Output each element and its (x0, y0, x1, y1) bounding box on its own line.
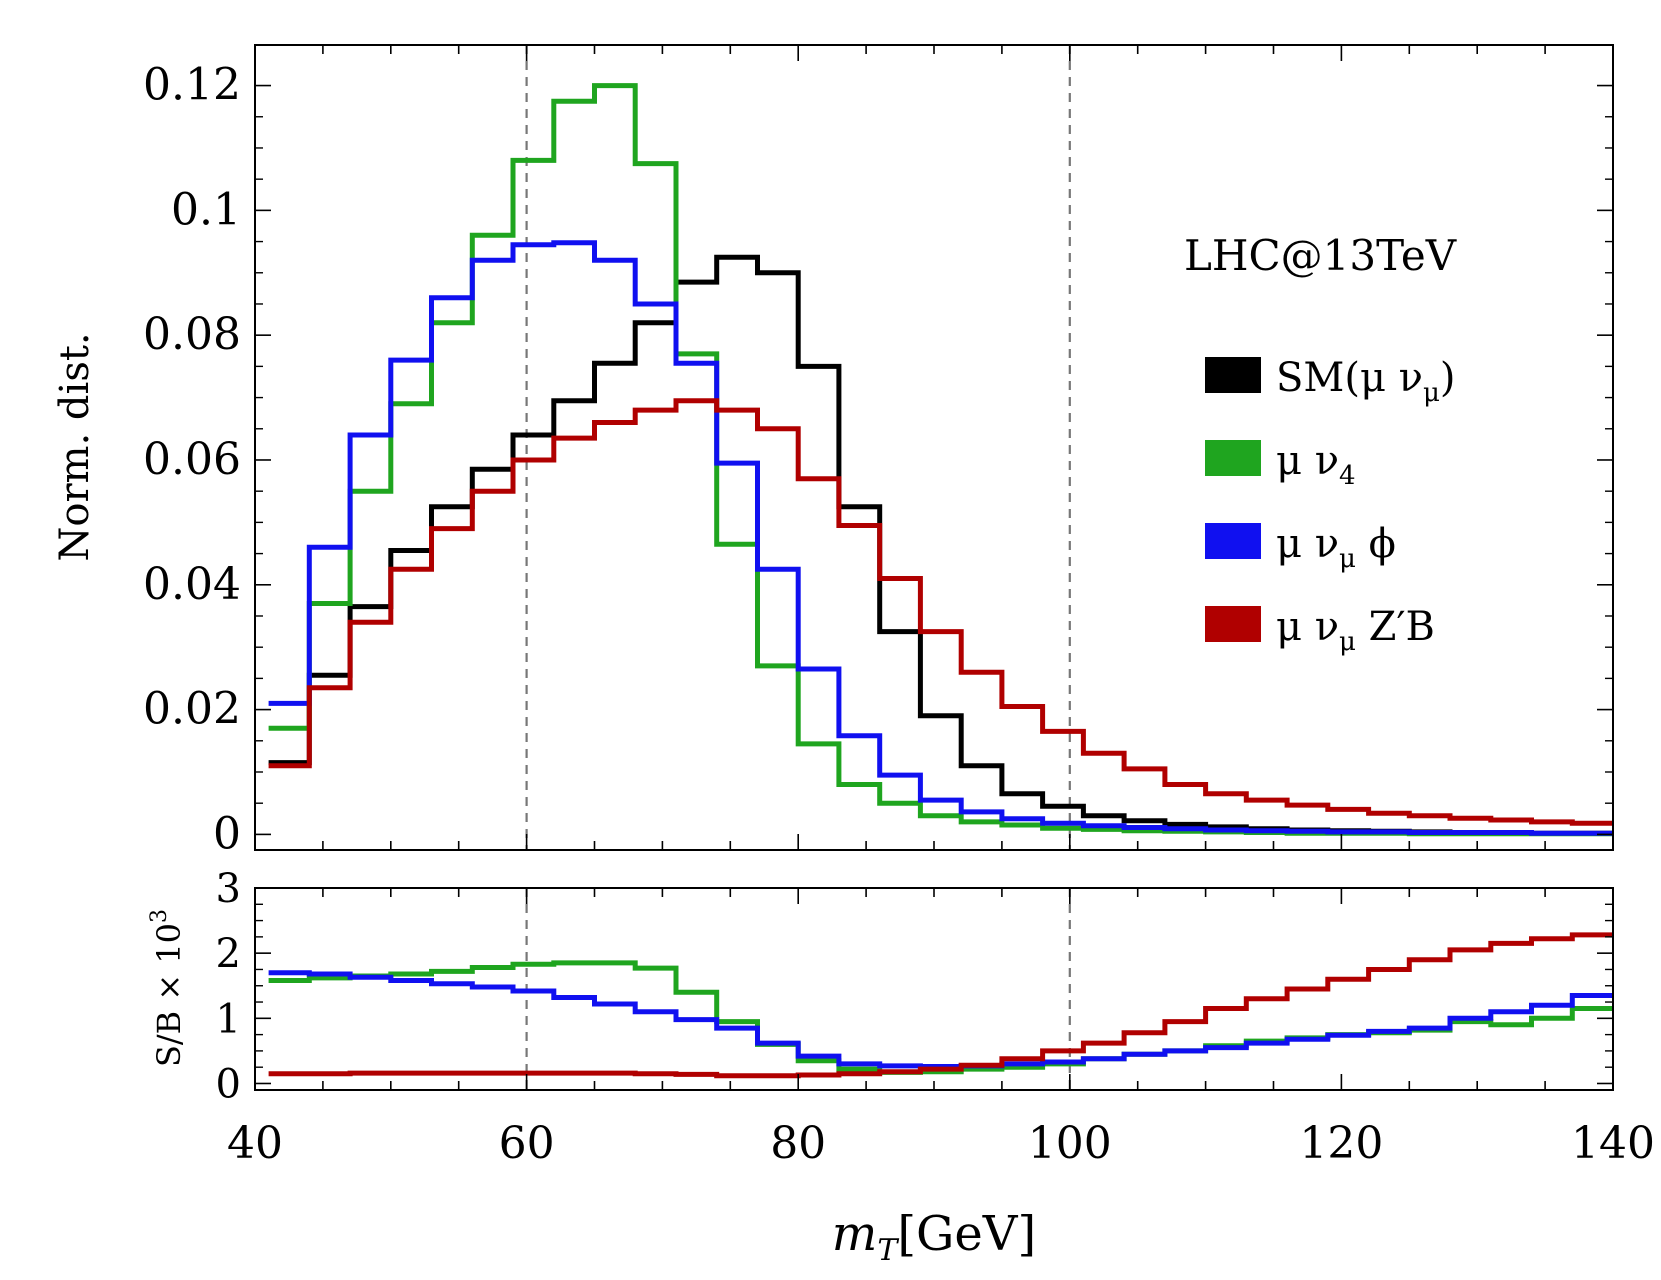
energy-annotation: LHC@13TeV (1184, 231, 1457, 280)
x-tick-labels: 40 60 80 100 120 140 (227, 1118, 1655, 1169)
legend: SM(μ νμ)μ ν4μ νμ ϕμ νμ Z′B (1205, 355, 1456, 657)
y-tick-label: 3 (216, 866, 241, 912)
legend-entry-suffix: ) (1440, 355, 1456, 401)
legend-entry: SM(μ νμ) (1276, 355, 1456, 408)
legend-swatch (1205, 357, 1261, 393)
x-tick-label: 60 (499, 1118, 555, 1169)
legend-entry-sub: μ (1339, 544, 1356, 574)
x-axis-title: mT[GeV] (832, 1206, 1036, 1268)
x-tick-label: 100 (1028, 1118, 1112, 1169)
main-series-group (268, 83, 1613, 837)
main-y-axis-title: Norm. dist. (52, 332, 98, 561)
y-tick-label: 0 (213, 808, 241, 859)
legend-entry-suffix: Z′B (1356, 604, 1435, 650)
legend-entry-suffix: ϕ (1356, 521, 1396, 567)
x-axis-title-sub: T (877, 1233, 899, 1268)
x-tick-label: 80 (770, 1118, 826, 1169)
y-tick-label: 0.06 (143, 434, 241, 485)
series-line (268, 240, 1613, 836)
legend-entry: μ νμ Z′B (1276, 604, 1435, 657)
main-ticks (254, 45, 1614, 850)
legend-swatch (1205, 440, 1261, 476)
ratio-series-group (268, 932, 1613, 1079)
main-reference-lines (525, 45, 1071, 850)
ratio-y-axis-title-sup: 3 (147, 909, 172, 923)
legend-entry-sub: μ (1423, 378, 1440, 408)
legend-entry: μ ν4 (1276, 438, 1356, 491)
x-tick-label: 40 (227, 1118, 283, 1169)
legend-entry: μ νμ ϕ (1276, 521, 1396, 574)
y-tick-label: 0.02 (143, 684, 241, 735)
main-y-tick-labels: 0 0.02 0.04 0.06 0.08 0.1 0.12 (143, 60, 241, 860)
ratio-y-axis-title-text: S/B × 10 (150, 923, 188, 1067)
series-line (268, 254, 1613, 836)
series-line (268, 970, 1613, 1069)
ratio-plot-frame (254, 887, 1614, 1091)
y-tick-label: 0.12 (143, 60, 241, 111)
x-tick-label: 120 (1299, 1118, 1383, 1169)
y-tick-label: 0.1 (171, 184, 241, 235)
legend-entry-name: μ ν (1276, 521, 1339, 567)
main-plot-frame (254, 44, 1614, 851)
legend-entry-name: μ ν (1276, 438, 1339, 484)
x-axis-title-var: m (832, 1206, 878, 1262)
legend-entry-name: SM(μ ν (1276, 355, 1423, 401)
y-tick-label: 1 (216, 996, 241, 1042)
y-tick-label: 0.08 (143, 309, 241, 360)
legend-swatch (1205, 523, 1261, 559)
series-line (268, 398, 1613, 826)
x-tick-label: 140 (1571, 1118, 1655, 1169)
main-panel: 0 0.02 0.04 0.06 0.08 0.1 0.12 Norm. dist. LHC… (52, 44, 1614, 860)
x-axis-title-unit: [GeV] (897, 1206, 1036, 1262)
series-line (268, 932, 1613, 1079)
legend-entry-name: μ ν (1276, 604, 1339, 650)
main-y-axis-title-text: Norm. dist. (52, 332, 98, 561)
y-tick-label: 2 (216, 931, 241, 977)
series-line (268, 960, 1613, 1075)
ratio-y-tick-labels: 0 1 2 3 (216, 866, 241, 1107)
ratio-ticks (254, 887, 1614, 1090)
legend-swatch (1205, 606, 1261, 642)
ratio-y-axis-title: S/B × 103 (147, 909, 188, 1067)
energy-annotation-text: LHC@13TeV (1184, 231, 1457, 280)
series-line (268, 83, 1613, 837)
y-tick-label: 0.04 (143, 559, 241, 610)
y-tick-label: 0 (216, 1061, 241, 1107)
legend-entry-sub: μ (1339, 627, 1356, 657)
legend-entry-sub: 4 (1339, 461, 1356, 491)
